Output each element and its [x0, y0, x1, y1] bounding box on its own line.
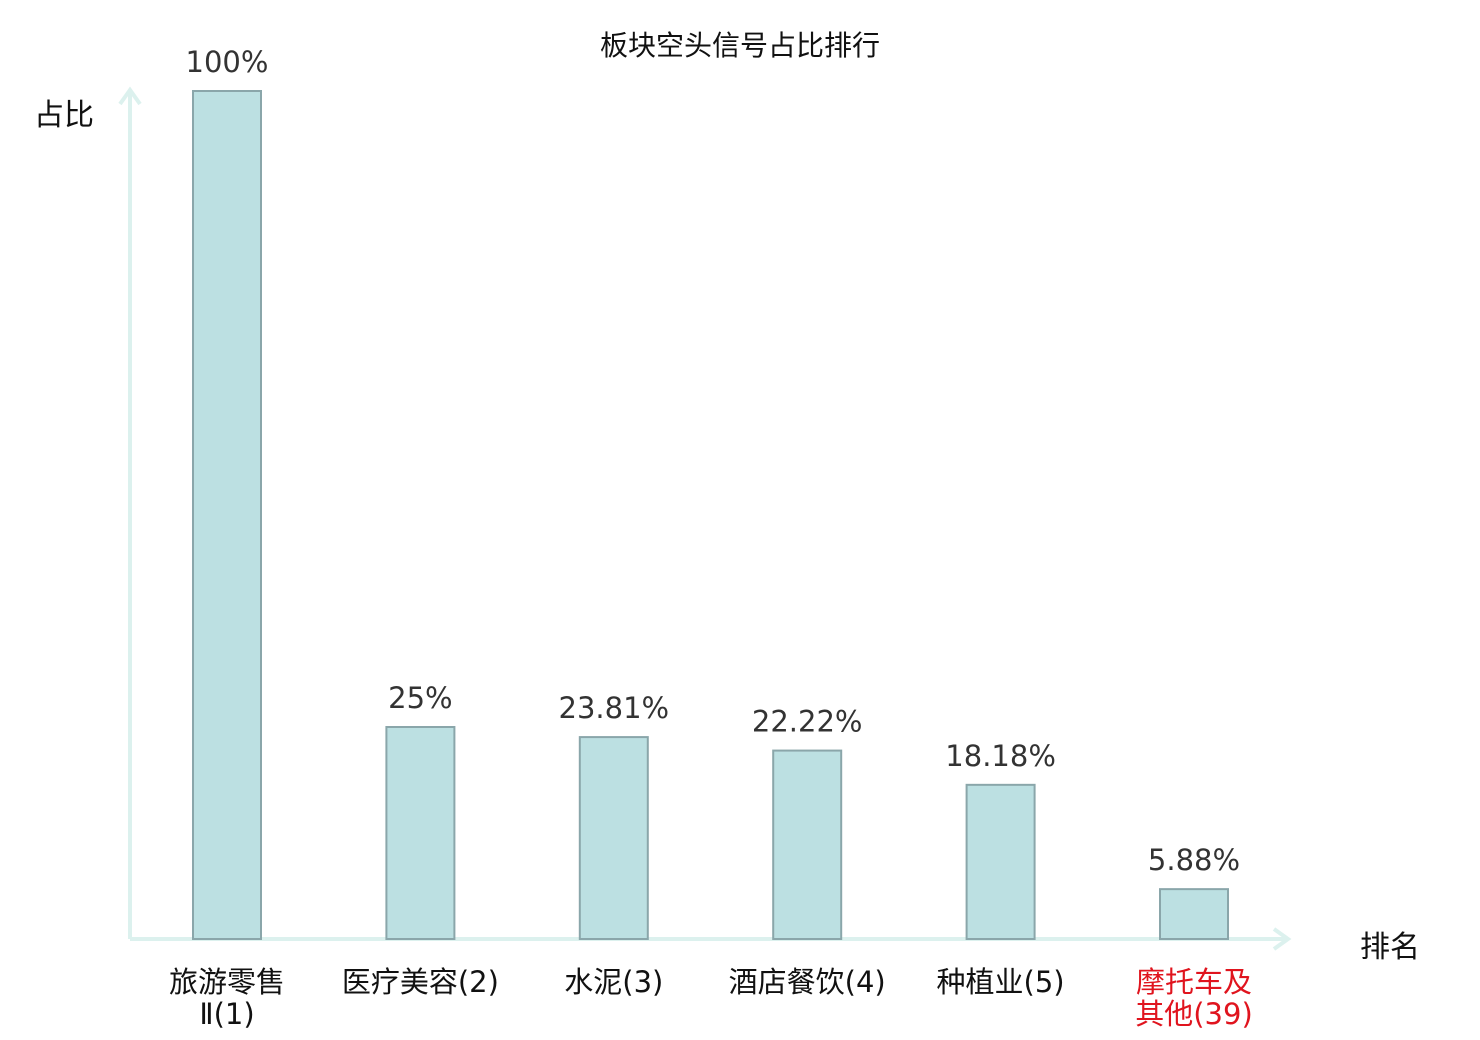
value-labels: 100% 25% 23.81% 22.22% 18.18% 5.88% — [186, 45, 1241, 877]
value-label: 23.81% — [559, 691, 670, 725]
bar — [1159, 888, 1229, 940]
bars — [192, 90, 1229, 941]
category-label: 医疗美容(2) — [320, 966, 520, 998]
category-label-line: 水泥(3) — [564, 965, 664, 999]
category-label: 酒店餐饮(4) — [707, 966, 907, 998]
category-label-line: 种植业(5) — [936, 965, 1065, 999]
bar — [578, 736, 649, 940]
category-label-line: Ⅱ(1) — [199, 997, 255, 1031]
y-axis-label: 占比 — [34, 98, 94, 133]
bar — [965, 783, 1036, 941]
x-axis-label: 排名 — [1360, 930, 1420, 965]
value-label: 18.18% — [945, 739, 1056, 773]
category-label-line: 摩托车及 — [1135, 965, 1252, 999]
category-label-line: 医疗美容(2) — [341, 965, 499, 999]
category-label: 摩托车及 其他(39) — [1094, 966, 1294, 1030]
value-label: 25% — [388, 681, 452, 715]
axes — [118, 86, 1292, 951]
value-label: 5.88% — [1148, 843, 1240, 877]
y-axis-arrow — [118, 86, 142, 106]
value-label: 100% — [186, 45, 269, 79]
category-label-line: 旅游零售 — [168, 965, 285, 999]
value-label: 22.22% — [752, 705, 863, 739]
x-axis-arrow — [1272, 927, 1292, 951]
category-label: 水泥(3) — [514, 966, 714, 998]
bar — [772, 749, 843, 940]
category-label-line: 其他(39) — [1135, 997, 1253, 1031]
bar — [192, 90, 262, 940]
category-label-line: 酒店餐饮(4) — [728, 965, 886, 999]
chart-title: 板块空头信号占比排行 — [599, 29, 880, 62]
bar — [385, 726, 456, 940]
category-label: 旅游零售 Ⅱ(1) — [127, 966, 327, 1030]
category-label: 种植业(5) — [901, 966, 1101, 998]
